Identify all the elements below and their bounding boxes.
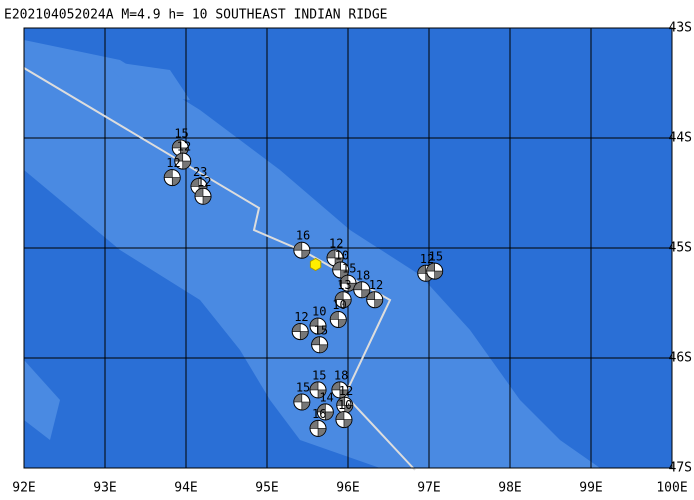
focal-mechanism <box>335 411 353 429</box>
lon-label: 98E <box>498 481 521 496</box>
beachball-quadrant <box>163 169 181 186</box>
depth-label: 15 <box>342 262 356 276</box>
depth-label: 23 <box>193 165 207 179</box>
depth-label: 10 <box>338 398 352 412</box>
epicenter <box>309 257 322 272</box>
depth-label: 12 <box>197 175 211 189</box>
depth-label: 13 <box>337 278 351 292</box>
lon-label: 99E <box>579 481 602 496</box>
beachball-quadrant <box>335 411 353 428</box>
focal-mechanism <box>291 323 309 341</box>
lat-label: 46S <box>669 351 692 366</box>
depth-label: 12 <box>177 140 191 154</box>
depth-label: 18 <box>334 368 348 382</box>
lat-label: 47S <box>669 461 692 476</box>
focal-mechanism <box>309 317 327 335</box>
beachball-quadrant <box>309 381 327 399</box>
focal-mechanism <box>309 381 327 399</box>
depth-label: 15 <box>314 323 328 337</box>
focal-mechanism <box>293 393 311 411</box>
beachball-quadrant <box>293 393 311 411</box>
depth-label: 15 <box>296 381 310 395</box>
lon-label: 100E <box>656 481 687 496</box>
focal-mechanism <box>311 336 329 354</box>
focal-mechanism <box>171 139 189 157</box>
beachball-quadrant <box>291 323 309 340</box>
depth-label: 14 <box>319 390 333 404</box>
depth-label: 12 <box>339 384 353 398</box>
depth-label: 16 <box>296 229 310 243</box>
depth-label: 15 <box>312 368 326 382</box>
frame <box>23 27 673 469</box>
depth-label: 15 <box>174 126 188 140</box>
beachball-quadrant <box>174 152 192 170</box>
beachball-quadrant <box>334 291 352 309</box>
focal-mechanism <box>174 152 192 170</box>
lon-label: 95E <box>255 481 278 496</box>
focal-mechanism <box>353 281 371 299</box>
focal-mechanism <box>334 291 352 309</box>
lon-label: 93E <box>93 481 116 496</box>
beachball-quadrant <box>293 241 311 259</box>
depth-label: 12 <box>329 236 343 250</box>
lon-label: 97E <box>417 481 440 496</box>
depth-label: 16 <box>312 407 326 421</box>
lon-label: 94E <box>174 481 197 496</box>
focal-mechanism <box>426 262 444 280</box>
beachball-quadrant <box>194 187 212 205</box>
beachball-quadrant <box>331 381 349 399</box>
lon-label: 92E <box>12 481 35 496</box>
lat-label: 43S <box>669 21 692 36</box>
beachball-quadrant <box>311 336 328 354</box>
beachball-quadrant <box>309 420 327 437</box>
focal-mechanism <box>316 403 334 421</box>
beachball-quadrant <box>426 262 443 280</box>
focal-mechanism <box>366 291 384 309</box>
shallow-ridge <box>24 40 600 468</box>
beachball-quadrant <box>317 403 334 421</box>
focal-mechanism <box>163 169 181 187</box>
depth-label: 15 <box>429 250 443 264</box>
focal-mechanism <box>331 381 349 399</box>
focal-mechanism <box>194 187 212 205</box>
lon-label: 96E <box>336 481 359 496</box>
focal-mechanism <box>329 311 347 328</box>
beachball-quadrant <box>309 317 327 335</box>
depth-label: 12 <box>294 310 308 324</box>
depth-label: 18 <box>356 268 370 282</box>
depth-label: 10 <box>335 249 349 263</box>
depth-label: 10 <box>332 298 346 312</box>
focal-mechanism <box>332 261 350 279</box>
focal-mechanism <box>309 419 327 437</box>
lat-label: 45S <box>669 241 692 256</box>
depth-label: 12 <box>420 252 434 266</box>
depth-label: 12 <box>369 278 383 292</box>
title: E202104052024A M=4.9 h= 10 SOUTHEAST IND… <box>4 8 388 23</box>
beachball-quadrant <box>329 311 347 328</box>
focal-mechanism <box>293 241 311 259</box>
depth-label: 10 <box>312 305 326 319</box>
depth-label: 12 <box>166 156 180 170</box>
lat-label: 44S <box>669 131 692 146</box>
beachball-quadrant <box>366 291 384 309</box>
